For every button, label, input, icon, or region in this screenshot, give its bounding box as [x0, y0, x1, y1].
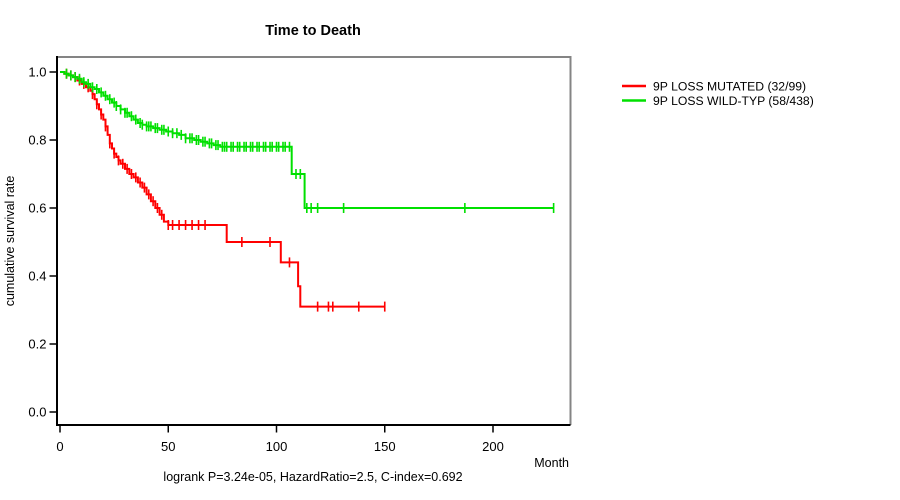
chart-title: Time to Death — [265, 23, 361, 39]
y-tick-label: 0.6 — [28, 201, 46, 216]
legend: 9P LOSS MUTATED (32/99) 9P LOSS WILD-TYP… — [622, 80, 814, 108]
x-tick-label: 0 — [56, 439, 63, 454]
survival-curve-1 — [60, 71, 554, 209]
y-tick-label: 0.8 — [28, 133, 46, 148]
y-tick-label: 0.4 — [28, 269, 46, 284]
plot-border-left-bottom — [56, 56, 571, 426]
stats-caption: logrank P=3.24e-05, HazardRatio=2.5, C-i… — [163, 470, 462, 484]
x-tick-label: 50 — [161, 439, 175, 454]
y-tick-label: 1.0 — [28, 65, 46, 80]
legend-label-wildtype: 9P LOSS WILD-TYP (58/438) — [653, 94, 814, 108]
y-tick-label: 0.2 — [28, 337, 46, 352]
y-axis-label: cumulative survival rate — [3, 176, 17, 307]
censor-marks-1 — [65, 68, 555, 213]
y-tick-label: 0.0 — [28, 405, 46, 420]
x-tick-label: 150 — [374, 439, 396, 454]
plot-area: 0.0 0.2 0.4 0.6 0.8 1.0 0 50 100 150 200 — [28, 56, 572, 454]
x-tick-label: 100 — [266, 439, 288, 454]
x-axis-label: Month — [534, 456, 569, 470]
legend-label-mutated: 9P LOSS MUTATED (32/99) — [653, 80, 806, 94]
survival-curve-0 — [60, 71, 385, 308]
plot-border-top-right — [56, 56, 572, 425]
x-tick-label: 200 — [482, 439, 504, 454]
